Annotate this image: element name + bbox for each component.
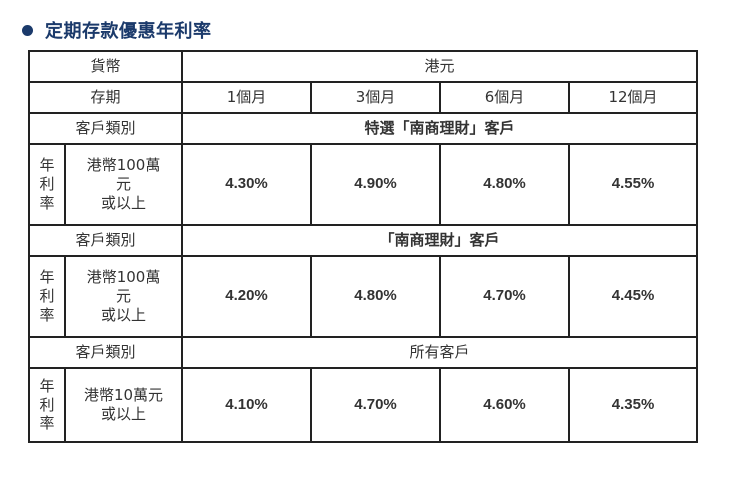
segment-name: 特選「南商理財」客戶 bbox=[181, 112, 699, 145]
term-3m: 3個月 bbox=[310, 81, 442, 114]
rate-label: 年 利 率 bbox=[28, 143, 66, 226]
currency-value: 港元 bbox=[181, 50, 699, 83]
section-heading: 定期存款優惠年利率 bbox=[22, 16, 212, 44]
min-amount: 港幣10萬元 或以上 bbox=[63, 367, 184, 443]
rate-label-char: 年 bbox=[39, 156, 55, 175]
rate-value: 4.70% bbox=[310, 367, 442, 443]
rate-label-char: 年 bbox=[39, 376, 55, 395]
bullet-dot-icon bbox=[22, 24, 33, 36]
customer-type-label: 客戶類別 bbox=[27, 224, 184, 257]
segment-header-row: 客戶類別 特選「南商理財」客戶 bbox=[27, 112, 699, 145]
min-amount: 港幣100萬 元 或以上 bbox=[63, 143, 184, 226]
min-amount: 港幣100萬 元 或以上 bbox=[63, 255, 184, 338]
segment-name: 「南商理財」客戶 bbox=[181, 224, 699, 257]
rate-table: 貨幣 港元 存期 1個月 3個月 6個月 12個月 客戶類別 特選「南商理財」客… bbox=[27, 50, 699, 443]
min-amount-line: 港幣100萬 bbox=[86, 156, 161, 175]
rate-value: 4.80% bbox=[310, 255, 442, 338]
term-1m: 1個月 bbox=[181, 81, 313, 114]
min-amount-line: 或以上 bbox=[101, 405, 147, 423]
rate-label-char: 利 bbox=[39, 175, 55, 194]
currency-label: 貨幣 bbox=[27, 50, 184, 83]
min-amount-line: 港幣10萬元 bbox=[83, 386, 164, 405]
segment-name: 所有客戶 bbox=[181, 336, 699, 369]
segment-header-row: 客戶類別 所有客戶 bbox=[27, 336, 699, 369]
customer-type-label: 客戶類別 bbox=[27, 112, 184, 145]
rate-value: 4.90% bbox=[310, 143, 442, 226]
customer-type-label: 客戶類別 bbox=[27, 336, 184, 369]
rate-value: 4.60% bbox=[439, 367, 571, 443]
rate-value: 4.30% bbox=[181, 143, 313, 226]
page-title: 定期存款優惠年利率 bbox=[45, 21, 212, 42]
rate-value: 4.80% bbox=[439, 143, 571, 226]
rate-value: 4.20% bbox=[181, 255, 313, 338]
rate-value: 4.70% bbox=[439, 255, 571, 338]
rate-value: 4.45% bbox=[568, 255, 699, 338]
rate-row: 年 利 率 港幣100萬 元 或以上 4.30% 4.90% 4.80% 4.5… bbox=[28, 143, 699, 226]
rate-label-char: 率 bbox=[39, 305, 55, 324]
min-amount-line: 或以上 bbox=[101, 305, 147, 324]
term-12m: 12個月 bbox=[568, 81, 699, 114]
rate-label-char: 利 bbox=[39, 287, 55, 306]
rate-label-char: 年 bbox=[39, 268, 55, 287]
min-amount-line: 或以上 bbox=[101, 193, 147, 212]
rate-row: 年 利 率 港幣100萬 元 或以上 4.20% 4.80% 4.70% 4.4… bbox=[28, 255, 699, 338]
rate-label-char: 率 bbox=[39, 193, 55, 212]
rate-label-char: 率 bbox=[39, 414, 55, 433]
term-6m: 6個月 bbox=[439, 81, 571, 114]
min-amount-line: 元 bbox=[116, 287, 132, 306]
rate-label: 年 利 率 bbox=[28, 255, 66, 338]
rate-value: 4.35% bbox=[568, 367, 699, 443]
currency-row: 貨幣 港元 bbox=[27, 50, 699, 83]
term-label: 存期 bbox=[27, 81, 184, 114]
min-amount-line: 元 bbox=[116, 175, 132, 194]
min-amount-line: 港幣100萬 bbox=[86, 268, 161, 287]
rate-value: 4.55% bbox=[568, 143, 699, 226]
term-row: 存期 1個月 3個月 6個月 12個月 bbox=[27, 81, 699, 114]
rate-label-char: 利 bbox=[39, 395, 55, 414]
rate-row: 年 利 率 港幣10萬元 或以上 4.10% 4.70% 4.60% 4.35% bbox=[28, 367, 699, 443]
segment-header-row: 客戶類別 「南商理財」客戶 bbox=[27, 224, 699, 257]
rate-value: 4.10% bbox=[181, 367, 313, 443]
rate-label: 年 利 率 bbox=[28, 367, 66, 443]
